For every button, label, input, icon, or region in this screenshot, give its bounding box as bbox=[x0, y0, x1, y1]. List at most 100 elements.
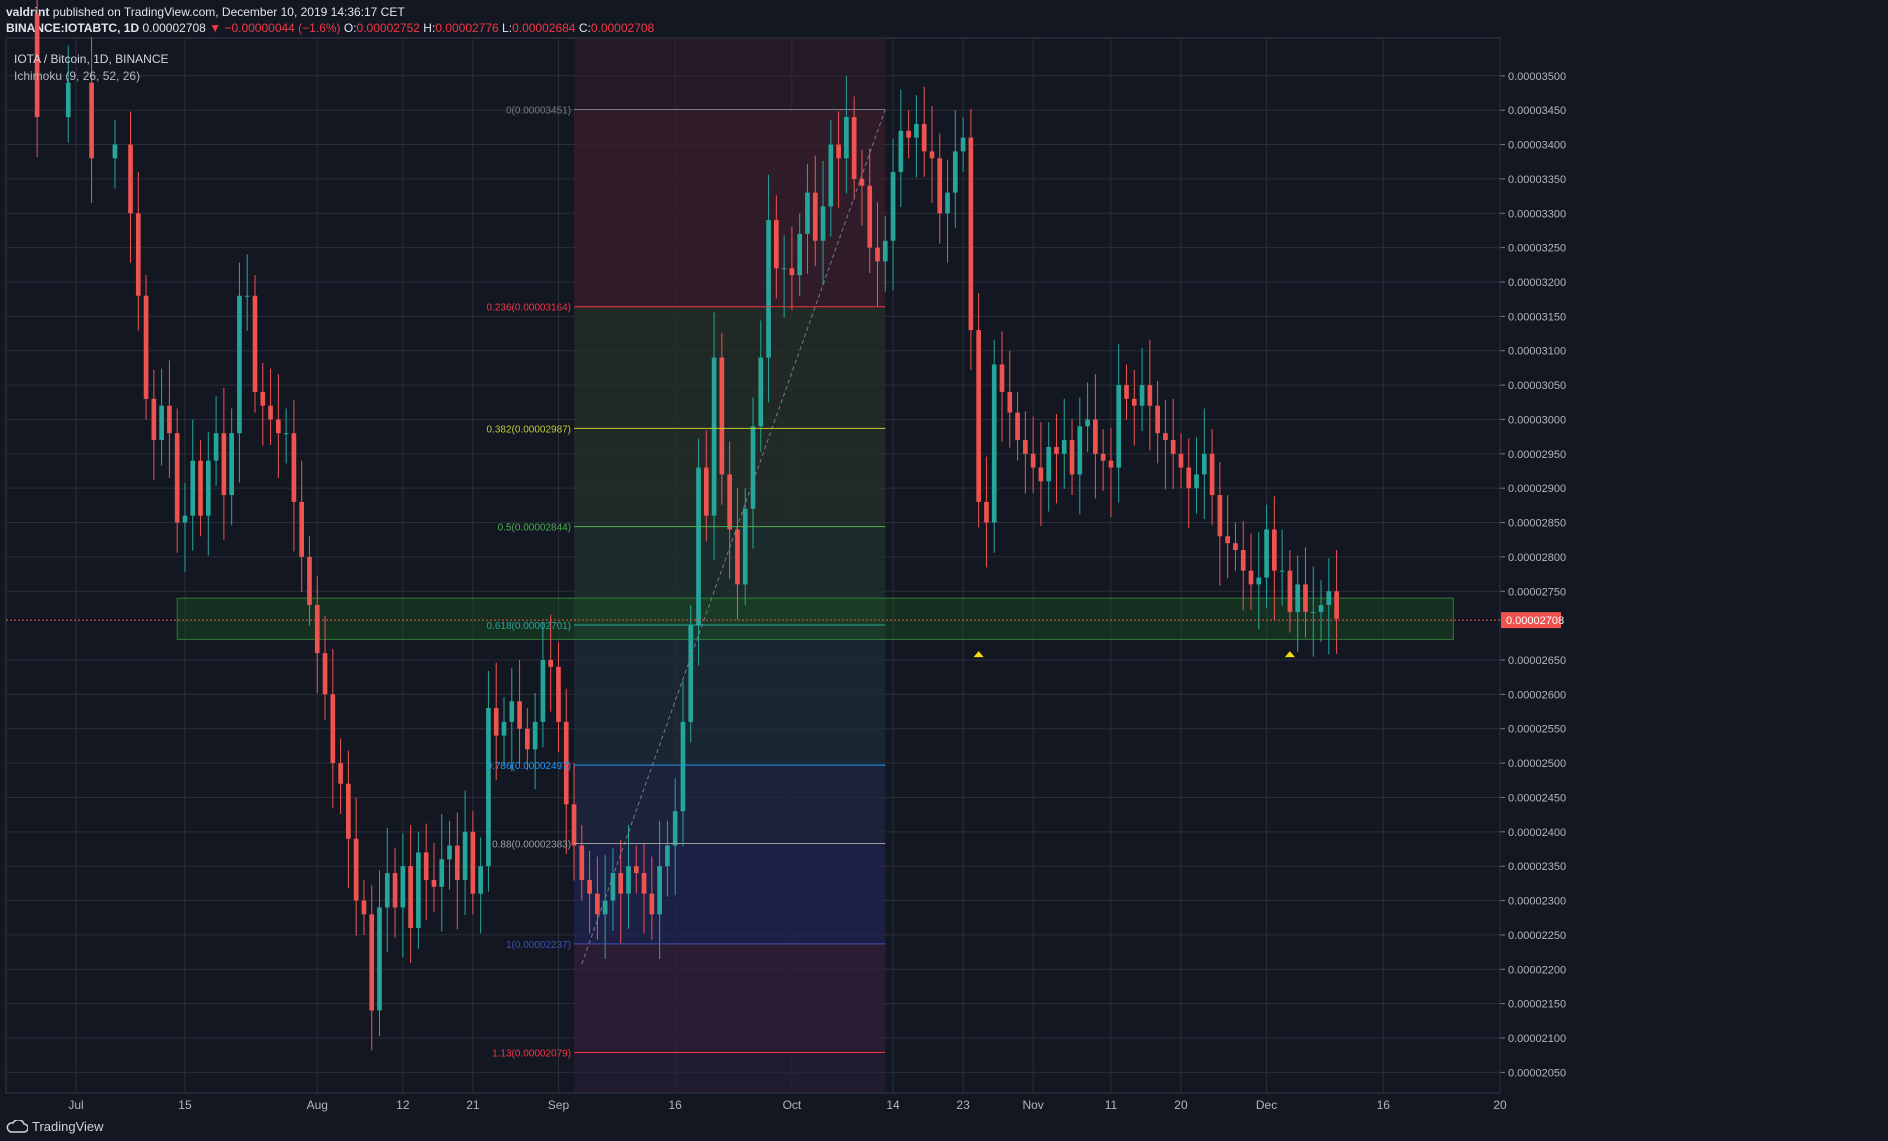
candle-body[interactable] bbox=[680, 721, 686, 812]
candle-body[interactable] bbox=[1217, 495, 1223, 537]
candle-body[interactable] bbox=[447, 845, 452, 860]
candle-body[interactable] bbox=[602, 900, 608, 915]
candle-body[interactable] bbox=[1139, 385, 1145, 406]
candle-body[interactable] bbox=[579, 845, 585, 880]
candle-body[interactable] bbox=[789, 268, 795, 276]
candle-body[interactable] bbox=[688, 625, 694, 722]
candle-body[interactable] bbox=[423, 852, 429, 880]
candle-body[interactable] bbox=[143, 295, 149, 399]
candle-body[interactable] bbox=[392, 873, 398, 908]
candle-body[interactable] bbox=[237, 295, 242, 434]
candle-body[interactable] bbox=[244, 295, 250, 297]
candle-body[interactable] bbox=[400, 866, 406, 908]
candle-body[interactable] bbox=[221, 433, 227, 496]
candle-body[interactable] bbox=[844, 117, 849, 159]
candle-body[interactable] bbox=[1116, 385, 1122, 468]
candle-body[interactable] bbox=[1163, 433, 1168, 441]
tradingview-logo[interactable]: TradingView bbox=[6, 1119, 104, 1134]
candle-body[interactable] bbox=[1248, 570, 1254, 585]
candle-body[interactable] bbox=[291, 433, 297, 502]
candle-body[interactable] bbox=[929, 151, 935, 159]
candle-body[interactable] bbox=[812, 192, 818, 241]
candle-body[interactable] bbox=[556, 666, 561, 722]
candle-body[interactable] bbox=[742, 508, 748, 585]
candle-body[interactable] bbox=[633, 866, 639, 874]
candle-body[interactable] bbox=[945, 192, 950, 214]
candle-body[interactable] bbox=[657, 866, 662, 915]
candle-body[interactable] bbox=[517, 701, 522, 729]
candle-body[interactable] bbox=[984, 501, 989, 523]
candle-body[interactable] bbox=[509, 701, 515, 722]
candle-body[interactable] bbox=[805, 192, 810, 234]
candle-body[interactable] bbox=[1303, 584, 1308, 612]
candle-body[interactable] bbox=[563, 721, 569, 805]
candle-body[interactable] bbox=[851, 117, 857, 179]
candle-body[interactable] bbox=[229, 433, 234, 496]
candle-body[interactable] bbox=[1077, 426, 1083, 475]
candle-body[interactable] bbox=[525, 728, 530, 750]
candle-body[interactable] bbox=[828, 144, 834, 207]
candle-body[interactable] bbox=[548, 660, 554, 667]
candle-body[interactable] bbox=[836, 144, 841, 159]
candle-body[interactable] bbox=[299, 501, 305, 557]
candle-body[interactable] bbox=[159, 405, 164, 441]
candle-body[interactable] bbox=[1147, 385, 1153, 406]
candle-body[interactable] bbox=[307, 556, 312, 606]
candle-body[interactable] bbox=[34, 13, 40, 118]
candle-body[interactable] bbox=[1334, 591, 1339, 619]
candle-body[interactable] bbox=[696, 467, 701, 626]
candle-body[interactable] bbox=[454, 845, 460, 880]
candle-body[interactable] bbox=[330, 694, 336, 764]
candle-body[interactable] bbox=[283, 433, 289, 435]
candle-body[interactable] bbox=[198, 460, 203, 516]
candle-body[interactable] bbox=[820, 206, 826, 241]
candle-body[interactable] bbox=[1310, 611, 1316, 613]
candle-body[interactable] bbox=[1023, 440, 1028, 454]
candle-body[interactable] bbox=[167, 405, 172, 434]
candle-body[interactable] bbox=[960, 137, 966, 152]
candle-body[interactable] bbox=[462, 831, 468, 880]
candle-body[interactable] bbox=[182, 515, 188, 523]
candle-body[interactable] bbox=[1085, 419, 1090, 427]
candle-body[interactable] bbox=[112, 144, 118, 159]
candle-body[interactable] bbox=[322, 653, 328, 695]
candle-body[interactable] bbox=[781, 268, 787, 270]
candle-body[interactable] bbox=[1108, 460, 1114, 468]
candle-body[interactable] bbox=[906, 130, 911, 138]
candle-body[interactable] bbox=[353, 838, 359, 901]
candle-body[interactable] bbox=[361, 900, 367, 915]
candle-body[interactable] bbox=[1295, 584, 1301, 612]
candle-body[interactable] bbox=[128, 144, 133, 214]
candle-body[interactable] bbox=[252, 295, 258, 392]
candle-body[interactable] bbox=[1124, 385, 1129, 399]
candle-body[interactable] bbox=[1209, 453, 1215, 496]
candle-body[interactable] bbox=[1178, 453, 1184, 468]
candle-body[interactable] bbox=[1015, 412, 1020, 441]
candle-body[interactable] bbox=[1264, 529, 1269, 578]
candle-body[interactable] bbox=[1030, 453, 1036, 468]
candle-body[interactable] bbox=[711, 357, 717, 516]
candle-body[interactable] bbox=[1069, 440, 1075, 475]
candle-body[interactable] bbox=[532, 721, 538, 750]
candle-body[interactable] bbox=[937, 158, 943, 214]
candle-body[interactable] bbox=[665, 845, 670, 867]
candle-body[interactable] bbox=[867, 185, 873, 248]
candle-body[interactable] bbox=[719, 357, 725, 475]
candle-body[interactable] bbox=[65, 82, 71, 118]
candle-body[interactable] bbox=[618, 873, 624, 894]
candle-body[interactable] bbox=[213, 433, 219, 461]
candle-body[interactable] bbox=[875, 247, 880, 262]
candle-body[interactable] bbox=[470, 831, 476, 894]
candle-body[interactable] bbox=[416, 852, 421, 929]
candle-body[interactable] bbox=[898, 130, 904, 173]
candle-body[interactable] bbox=[1272, 529, 1277, 571]
candle-body[interactable] bbox=[1201, 453, 1207, 475]
candle-body[interactable] bbox=[727, 474, 732, 530]
candle-body[interactable] bbox=[377, 907, 382, 1011]
candle-body[interactable] bbox=[797, 233, 803, 276]
candle-body[interactable] bbox=[735, 529, 740, 585]
candle-body[interactable] bbox=[774, 220, 779, 269]
candle-body[interactable] bbox=[766, 220, 771, 358]
candle-body[interactable] bbox=[338, 763, 343, 784]
candle-body[interactable] bbox=[991, 364, 997, 523]
